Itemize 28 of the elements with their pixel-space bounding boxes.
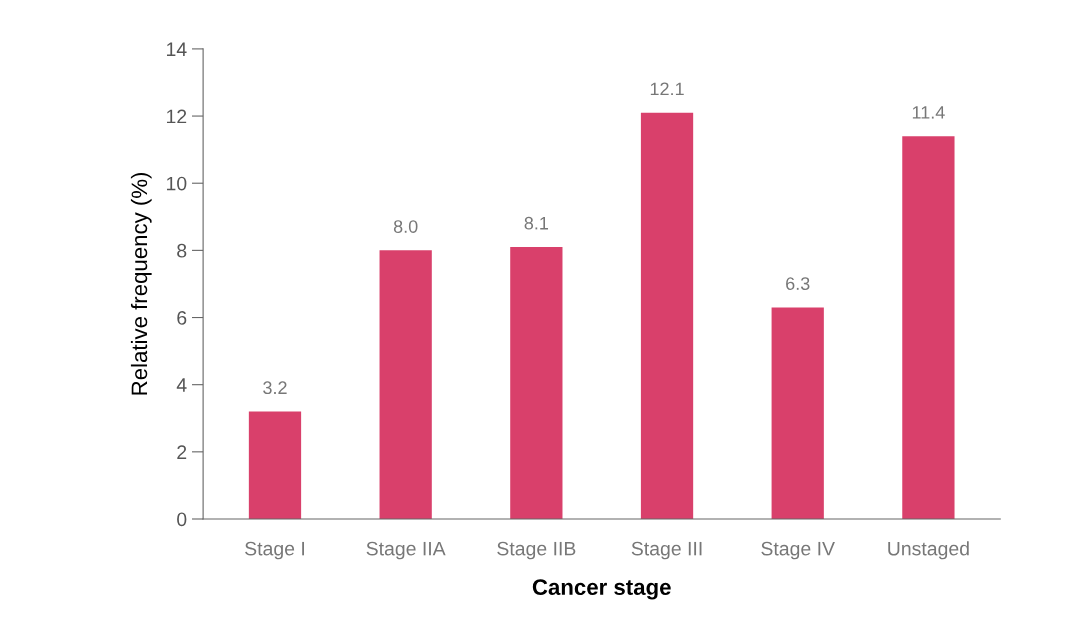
y-tick-label: 4 xyxy=(176,378,187,392)
x-axis-title: Cancer stage xyxy=(532,579,671,600)
data-label: 3.2 xyxy=(263,381,287,395)
y-tick-label: 8 xyxy=(177,243,187,258)
x-tick-label: Stage IIA xyxy=(366,541,446,560)
y-axis-title: Relative frequency (%) xyxy=(130,172,152,395)
x-tick-label: Stage IV xyxy=(761,541,835,560)
bar xyxy=(379,250,432,519)
y-tick-label: 2 xyxy=(177,445,187,459)
y-tick-label: 6 xyxy=(177,311,187,325)
bar xyxy=(902,136,955,519)
y-tick-label: 12 xyxy=(167,109,187,124)
bar xyxy=(771,307,824,519)
bar xyxy=(510,247,563,519)
y-tick-label: 10 xyxy=(167,176,187,191)
y-tick-label: 0 xyxy=(177,512,187,527)
x-tick-label: Stage I xyxy=(245,541,305,560)
bar xyxy=(640,112,694,519)
data-label: 8.0 xyxy=(393,220,418,233)
x-tick-label: Stage IIB xyxy=(497,541,576,560)
data-label: 11.4 xyxy=(912,106,945,119)
data-label: 12.1 xyxy=(650,82,684,96)
data-label: 8.1 xyxy=(524,216,549,230)
x-tick-label: Stage III xyxy=(631,541,702,560)
data-label: 6.3 xyxy=(786,277,810,290)
bar xyxy=(248,411,302,519)
y-tick-label: 14 xyxy=(167,42,187,56)
x-tick-label: Unstaged xyxy=(888,541,969,560)
